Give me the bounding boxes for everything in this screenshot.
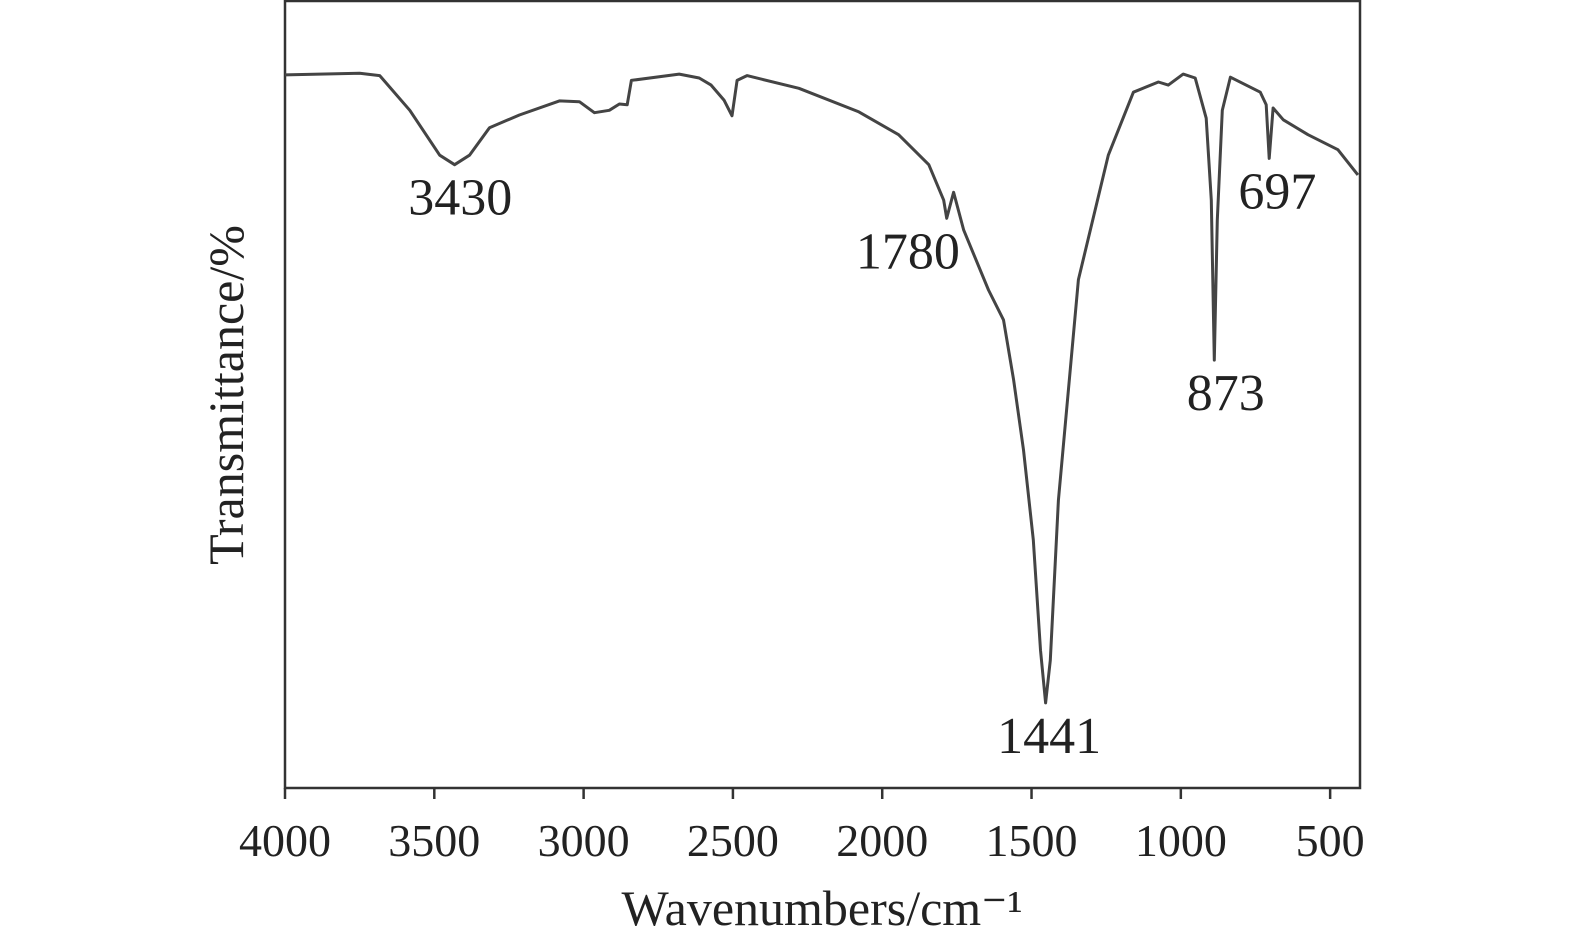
x-tick-label: 2000 [836,815,928,866]
x-tick-label: 3500 [388,815,480,866]
x-tick-label: 500 [1296,815,1365,866]
x-axis-label: Wavenumbers/cm⁻¹ [621,880,1022,936]
peak-label: 3430 [408,170,512,227]
spectrum-line [284,71,1360,705]
x-tick-label: 4000 [239,815,331,866]
x-tick-label: 1000 [1135,815,1227,866]
peak-label: 1780 [856,223,960,280]
x-tick-label: 2500 [687,815,779,866]
x-tick-label: 1500 [986,815,1078,866]
peak-label: 873 [1187,365,1265,422]
x-tick-label: 3000 [538,815,630,866]
y-axis-label: Transmittance/% [198,225,254,565]
peak-label: 697 [1238,163,1316,220]
peak-label: 1441 [997,708,1101,765]
plot-frame [283,0,1362,790]
